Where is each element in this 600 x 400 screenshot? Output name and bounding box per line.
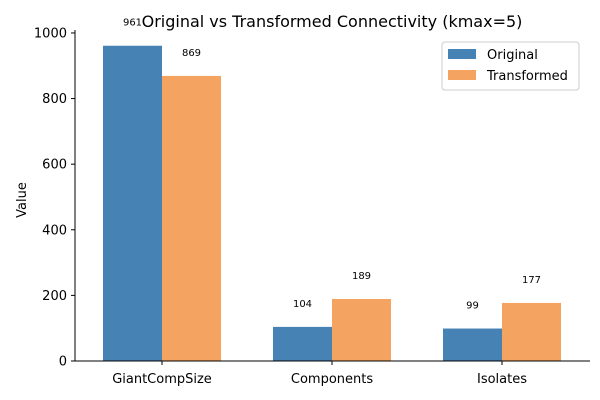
data-label-original-isolates: 99 [466, 301, 479, 312]
legend-label-transformed: Transformed [486, 69, 568, 84]
data-label-original-components: 104 [293, 299, 312, 310]
x-tick-label-isolates: Isolates [477, 372, 527, 387]
y-tick-label-1000: 1000 [34, 26, 67, 41]
bar-original-isolates [443, 328, 502, 361]
x-tick-label-components: Components [291, 372, 373, 387]
y-tick-label-0: 0 [59, 355, 67, 370]
plot-area: 961 869 104 189 99 177 [103, 18, 561, 362]
bar-original-components [273, 326, 332, 361]
data-label-transformed-isolates: 177 [522, 275, 541, 286]
bar-transformed-isolates [502, 302, 561, 361]
legend: Original Transformed [441, 41, 580, 91]
legend-box [441, 41, 580, 91]
y-tick-label-400: 400 [42, 223, 67, 238]
bar-original-giantcompsize [103, 45, 162, 362]
x-axis: GiantCompSize Components Isolates [75, 360, 590, 387]
legend-swatch-transformed [448, 70, 476, 80]
legend-swatch-original [448, 49, 476, 59]
data-label-original-giantcompsize: 961 [123, 18, 142, 29]
y-tick-label-200: 200 [42, 289, 67, 304]
bar-transformed-giantcompsize [162, 75, 221, 361]
y-tick-label-800: 800 [42, 92, 67, 107]
legend-label-original: Original [487, 48, 538, 63]
x-tick-label-giantcompsize: GiantCompSize [112, 372, 212, 387]
data-label-transformed-giantcompsize: 869 [182, 48, 201, 59]
data-label-transformed-components: 189 [352, 271, 371, 282]
chart-title: Original vs Transformed Connectivity (km… [142, 12, 523, 31]
bar-transformed-components [332, 298, 391, 361]
y-axis: 0 200 400 600 800 1000 [34, 26, 76, 370]
y-tick-label-600: 600 [42, 158, 67, 173]
y-axis-label: Value [15, 182, 30, 218]
